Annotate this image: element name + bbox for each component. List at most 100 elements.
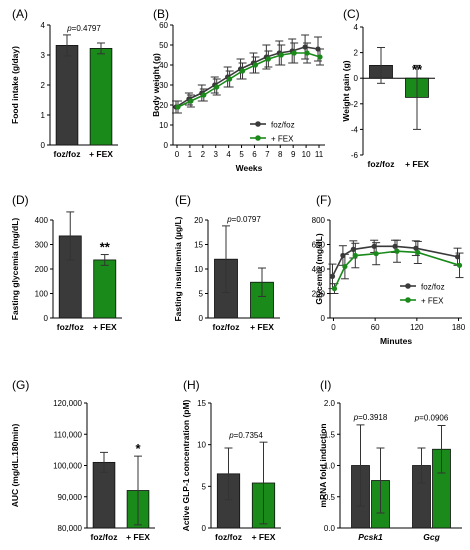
y-tick-label: 0: [164, 141, 169, 150]
x-tick-label: 60: [371, 323, 380, 332]
p-value-annotation: p=0.7354: [228, 431, 263, 440]
data-point: [342, 263, 348, 270]
y-tick-label: 10: [159, 121, 168, 130]
x-tick-label: + FEX: [93, 322, 117, 332]
y-tick-label: 1: [41, 111, 46, 120]
y-tick-label: 5: [199, 290, 204, 299]
data-point: [331, 286, 338, 292]
y-tick-label: 2.0: [324, 399, 336, 408]
x-tick-label: foz/foz: [91, 532, 118, 542]
x-tick-label: 7: [265, 150, 270, 159]
x-tick-label: 11: [315, 150, 324, 159]
data-point: [392, 243, 398, 249]
data-point: [329, 273, 336, 279]
y-tick-label: 0.5: [324, 493, 336, 502]
p-value-annotation: p=0.3918: [353, 413, 388, 422]
y-tick-label: 0: [202, 524, 207, 533]
data-point: [201, 92, 207, 98]
y-axis-label: Food intake (g/day): [10, 46, 20, 124]
legend-marker: [405, 283, 411, 289]
x-tick-label: foz/foz: [57, 322, 84, 332]
x-tick-label: 9: [291, 150, 296, 159]
x-tick-label: 5: [239, 150, 244, 159]
y-tick-label: 600: [312, 241, 326, 250]
y-tick-label: 100,000: [53, 462, 82, 471]
y-axis-label: Body weight (g): [151, 53, 161, 117]
y-tick-label: 4: [41, 21, 46, 30]
legend-marker: [255, 121, 261, 127]
y-tick-label: 0: [41, 141, 46, 150]
legend-marker: [255, 135, 261, 141]
y-tick-label: 0: [321, 314, 326, 323]
y-tick-label: 400: [35, 216, 49, 225]
data-point: [394, 248, 400, 254]
y-tick-label: 300: [35, 241, 49, 250]
panel-label: (F): [316, 193, 331, 207]
y-tick-label: 30: [159, 81, 168, 90]
data-point: [291, 50, 297, 56]
p-value-annotation: p=0.0797: [226, 215, 261, 224]
y-tick-label: 400: [312, 265, 326, 274]
x-tick-label: foz/foz: [213, 322, 240, 332]
y-tick-label: 2: [41, 81, 46, 90]
panel-label: (D): [12, 193, 29, 207]
y-tick-label: 40: [159, 61, 168, 70]
y-tick-label: 10: [197, 441, 206, 450]
data-point: [350, 246, 356, 252]
y-tick-label: 20: [194, 216, 203, 225]
panel-label: (C): [343, 7, 360, 21]
y-tick-label: 0.0: [324, 524, 336, 533]
data-point: [214, 84, 220, 90]
p-value-annotation: p=0.4797: [66, 24, 101, 33]
x-tick-label: 4: [226, 150, 231, 159]
significance-stars: *: [135, 441, 141, 456]
y-tick-label: 1.0: [324, 462, 336, 471]
y-tick-label: -6: [351, 151, 359, 160]
y-tick-label: 20: [159, 101, 168, 110]
y-tick-label: 5: [202, 482, 207, 491]
y-tick-label: 15: [197, 399, 206, 408]
data-point: [415, 249, 421, 256]
data-point: [373, 251, 379, 257]
y-tick-label: 110,000: [54, 430, 83, 439]
data-point: [175, 104, 181, 110]
panel-label: (B): [153, 7, 169, 21]
x-tick-label: foz/foz: [215, 532, 242, 542]
data-point: [413, 245, 419, 251]
panel-label: (A): [12, 7, 28, 21]
y-tick-label: -4: [351, 125, 359, 134]
legend-marker: [405, 297, 411, 303]
significance-stars: **: [100, 240, 111, 255]
y-axis-label: Glycemia (mg/dL): [314, 233, 324, 304]
y-tick-label: 800: [312, 216, 326, 225]
y-tick-label: 200: [35, 265, 49, 274]
bar-foz: [55, 45, 79, 146]
y-axis-label: Active GLP-1 concentration (pM): [181, 399, 191, 531]
panel-label: (I): [320, 378, 331, 392]
legend-label: foz/foz: [271, 121, 295, 130]
x-tick-label: Pcsk1: [358, 532, 383, 542]
data-point: [227, 76, 233, 82]
x-tick-label: 6: [252, 150, 257, 159]
y-tick-label: 4: [354, 23, 359, 32]
x-tick-label: + FEX: [250, 322, 274, 332]
y-tick-label: 120,000: [53, 399, 82, 408]
y-tick-label: 0: [354, 74, 359, 83]
y-tick-label: 1.5: [324, 430, 336, 439]
y-tick-label: 15: [194, 241, 203, 250]
y-tick-label: 50: [159, 41, 168, 50]
y-tick-label: 200: [312, 290, 326, 299]
y-tick-label: -2: [351, 100, 359, 109]
y-axis-label: Fasting glycemia (mg/dL): [10, 218, 20, 321]
x-tick-label: 10: [302, 150, 311, 159]
y-tick-label: 0: [199, 314, 204, 323]
x-axis-label: Weeks: [236, 163, 263, 173]
y-tick-label: 90,000: [58, 493, 83, 502]
x-tick-label: 180: [452, 323, 466, 332]
x-tick-label: foz/foz: [54, 149, 81, 159]
x-tick-label: 0: [331, 323, 336, 332]
y-tick-label: 100: [35, 290, 49, 299]
x-tick-label: 0: [175, 150, 180, 159]
legend-label: foz/foz: [421, 283, 445, 292]
